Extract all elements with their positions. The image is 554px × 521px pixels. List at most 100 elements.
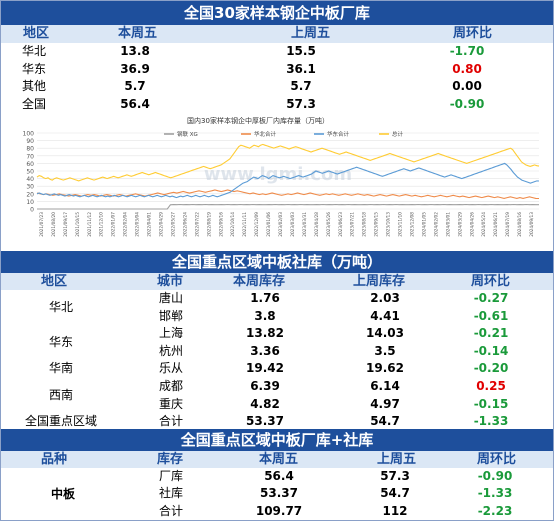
- x-tick-label: 2024/08/16: [517, 212, 523, 237]
- x-tick-label: 2022/10/14: [230, 212, 236, 237]
- y-tick-label: 90: [26, 138, 34, 145]
- x-tick-label: 2024/06/21: [493, 212, 499, 237]
- x-tick-label: 2022/06/24: [182, 212, 188, 237]
- x-tick-label: 2022/04/29: [159, 212, 165, 237]
- y-tick-label: 20: [26, 191, 34, 198]
- section3-header-row: 品种 库存 本周五 上周五 周环比: [1, 451, 553, 468]
- y-tick-label: 60: [26, 161, 34, 168]
- this-week-cell: 53.37: [246, 414, 284, 429]
- table-row: 成都 6.39 6.14 0.25: [1, 378, 553, 395]
- x-tick-label: 2024/04/26: [469, 212, 475, 237]
- last-week-cell: 19.62: [366, 361, 404, 376]
- city-cell: 成都: [158, 379, 183, 393]
- section2-title: 全国重点区域中板社库（万吨）: [1, 251, 553, 273]
- last-week-cell: 36.1: [286, 61, 316, 76]
- stock-type-cell: 社库: [158, 486, 183, 501]
- x-tick-label: 2024/03/29: [457, 212, 463, 237]
- last-week-cell: 6.14: [370, 379, 400, 393]
- legend-label: 华北合计: [254, 130, 277, 138]
- x-tick-label: 2024/05/24: [481, 212, 487, 237]
- x-tick-label: 2021/10/15: [75, 212, 81, 237]
- x-tick-label: 2023/02/03: [278, 212, 284, 237]
- x-tick-label: 2023/10/13: [386, 212, 392, 237]
- this-week-cell: 1.76: [250, 291, 280, 305]
- x-tick-label: 2023/12/08: [410, 212, 416, 237]
- series-line-1: [36, 189, 540, 200]
- legend-label: 钢联 XG: [177, 130, 198, 138]
- city-cell: 合计: [158, 414, 183, 429]
- x-tick-label: 2021/11/12: [87, 212, 93, 237]
- region-cell: 华北: [21, 44, 46, 58]
- header-change: 周环比: [471, 274, 511, 289]
- header-region: 地区: [23, 26, 50, 41]
- change-cell: -0.15: [473, 396, 509, 411]
- x-tick-label: 2023/05/26: [326, 212, 332, 237]
- y-tick-label: 80: [26, 146, 34, 153]
- header-this-week: 本周五: [259, 452, 299, 467]
- x-tick-label: 2024/03/01: [445, 212, 451, 237]
- change-cell: -0.90: [477, 469, 513, 483]
- section1-header-row: 地区 本周五 上周五 周环比: [1, 25, 553, 43]
- x-tick-label: 2021/07/23: [39, 212, 45, 237]
- header-last-week: 上周五: [377, 452, 417, 467]
- this-week-cell: 6.39: [250, 379, 280, 393]
- inventory-line-chart: 国内30家样本钢企中厚板厂内库存量（万吨） 0 10 20 30 40 50 60 70 80 90…: [9, 113, 547, 249]
- x-tick-label: 2023/04/28: [314, 212, 320, 237]
- x-tick-label: 2024/07/19: [505, 212, 511, 237]
- x-tick-label: 2023/01/06: [266, 212, 272, 237]
- this-week-cell: 5.7: [124, 79, 146, 93]
- city-cell: 乐从: [158, 361, 183, 376]
- region-cell: 全国: [21, 96, 46, 111]
- x-tick-label: 2023/09/15: [374, 212, 380, 237]
- region-cell: 华东: [21, 61, 46, 76]
- last-week-cell: 54.7: [370, 414, 400, 429]
- last-week-cell: 15.5: [286, 44, 316, 58]
- x-tick-label: 2023/07/21: [350, 212, 356, 237]
- header-region: 地区: [41, 274, 68, 289]
- x-tick-label: 2021/08/20: [51, 212, 57, 237]
- last-week-cell: 57.3: [286, 96, 316, 111]
- this-week-cell: 53.37: [260, 486, 298, 501]
- series-line-3: [36, 143, 540, 182]
- chart-title: 国内30家样本钢企中厚板厂内库存量（万吨）: [187, 116, 329, 125]
- table-row: 全国 56.4 57.3 -0.90: [1, 96, 553, 113]
- city-cell: 重庆: [158, 396, 183, 411]
- region-group-label: 华东: [48, 335, 73, 350]
- x-tick-label: 2023/08/18: [362, 212, 368, 237]
- this-week-cell: 56.4: [264, 469, 294, 483]
- region-group-label: 全国重点区域: [24, 414, 97, 429]
- stock-type-cell: 合计: [158, 503, 183, 518]
- series-line-2: [36, 162, 540, 199]
- header-change: 周环比: [477, 452, 517, 467]
- header-last-week: 上周五: [291, 26, 331, 41]
- table-row: 华北 13.8 15.5 -1.70: [1, 43, 553, 60]
- change-cell: -0.21: [473, 326, 509, 341]
- table-row: 上海 13.82 14.03 -0.21: [1, 325, 553, 342]
- x-tick-label: 2023/06/23: [338, 212, 344, 237]
- last-week-cell: 4.97: [370, 396, 400, 411]
- last-week-cell: 5.7: [290, 79, 312, 93]
- change-cell: 0.00: [452, 79, 482, 93]
- city-cell: 唐山: [158, 291, 183, 305]
- x-tick-label: 2024/02/02: [433, 212, 439, 237]
- x-tick-label: 2022/09/16: [218, 212, 224, 237]
- table-row: 邯郸 3.8 4.41 -0.61: [1, 308, 553, 325]
- last-week-cell: 112: [382, 503, 408, 518]
- table-row: 华东 36.9 36.1 0.80: [1, 61, 553, 78]
- change-cell: 0.80: [452, 61, 482, 76]
- header-change: 周环比: [453, 26, 493, 41]
- table-row: 社库 53.37 54.7 -1.33: [1, 485, 553, 502]
- x-tick-label: 2022/03/04: [135, 212, 141, 237]
- section3-title: 全国重点区域中板厂库+社库: [1, 429, 553, 451]
- x-tick-label: 2022/12/09: [254, 212, 260, 237]
- chart-svg: 国内30家样本钢企中厚板厂内库存量（万吨） 0102030405060708090…: [23, 116, 540, 237]
- change-cell: 0.25: [476, 379, 506, 393]
- table-row: 杭州 3.36 3.5 -0.14: [1, 343, 553, 360]
- chart-watermark: www.lgmi.com: [204, 164, 352, 185]
- last-week-cell: 14.03: [366, 326, 404, 341]
- region-group-label: 西南: [48, 388, 73, 402]
- last-week-cell: 3.5: [374, 343, 396, 358]
- city-cell: 上海: [158, 326, 183, 341]
- y-tick-label: 0: [30, 207, 34, 214]
- change-cell: -1.33: [473, 414, 509, 429]
